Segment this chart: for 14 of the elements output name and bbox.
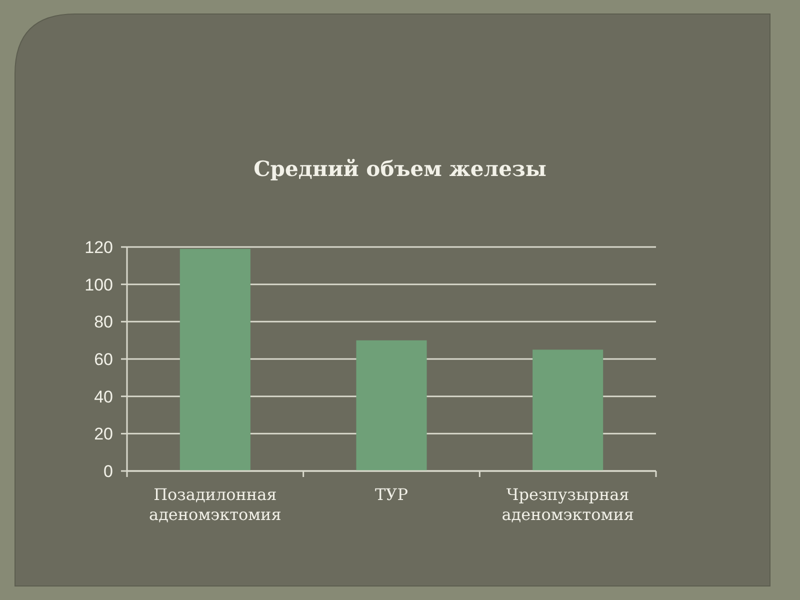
y-tick-label: 120 <box>84 238 113 257</box>
y-tick-label: 100 <box>84 275 113 294</box>
y-tick-label: 0 <box>104 462 113 481</box>
x-tick-label: Чрезпузырная аденомэктомия <box>502 485 634 524</box>
chart-title: Средний объем железы <box>254 156 546 181</box>
y-tick-label: 20 <box>94 424 113 444</box>
y-tick-label: 40 <box>94 387 113 406</box>
bar <box>180 248 250 471</box>
x-tick-label: Позадилонная аденомэктомия <box>149 485 282 524</box>
y-tick-label: 60 <box>94 350 113 369</box>
y-tick-label: 80 <box>94 312 113 332</box>
x-tick-label: ТУР <box>375 485 408 504</box>
bar <box>532 350 604 471</box>
bar <box>356 340 427 471</box>
